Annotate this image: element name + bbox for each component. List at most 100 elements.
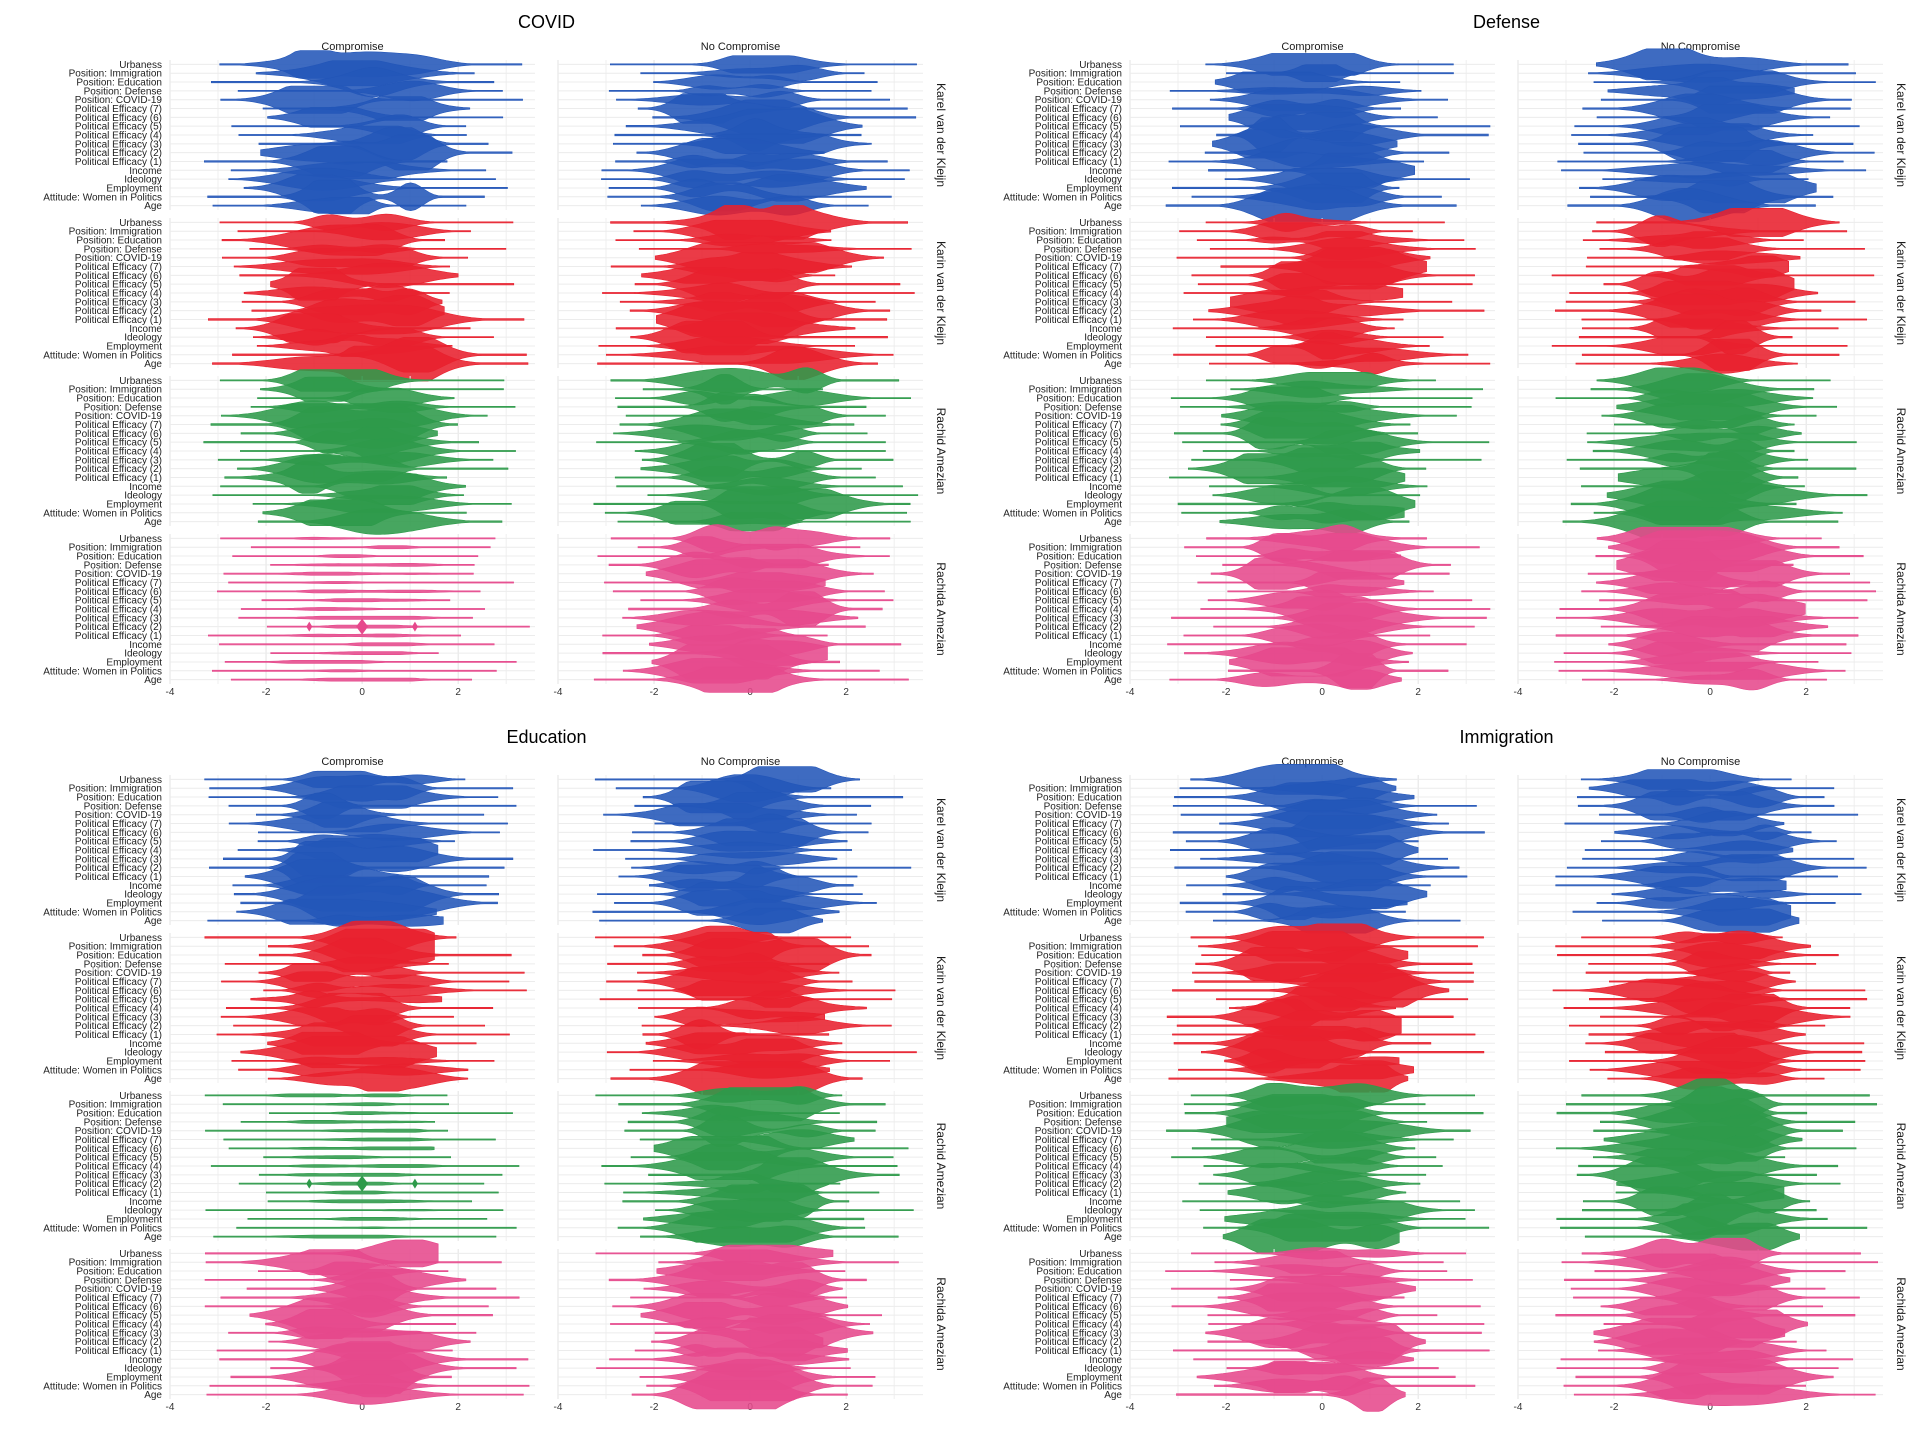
x-tick-label: -2	[650, 1402, 659, 1413]
y-category-label: Political Efficacy (2)	[75, 464, 162, 475]
y-category-label: Political Efficacy (4)	[75, 1004, 162, 1015]
violin-shape	[257, 508, 503, 535]
violin-shape	[593, 666, 909, 693]
y-category-label: Position: Immigration	[1029, 1258, 1122, 1269]
violin-shape	[247, 1217, 488, 1221]
y-category-label: Political Efficacy (1)	[1035, 315, 1122, 326]
y-category-label: Position: COVID-19	[75, 1126, 163, 1137]
y-category-label: Political Efficacy (3)	[75, 455, 162, 466]
violin-shape	[258, 1172, 503, 1177]
y-category-label: Age	[144, 916, 162, 927]
y-category-label: Political Efficacy (1)	[75, 872, 162, 883]
violin-shape	[269, 1111, 513, 1115]
x-tick-label: -4	[166, 687, 175, 698]
y-category-label: Attitude: Women in Politics	[1003, 1381, 1122, 1392]
y-category-label: Political Efficacy (7)	[75, 1135, 162, 1146]
y-category-label: Political Efficacy (1)	[1035, 872, 1122, 883]
y-category-label: Political Efficacy (6)	[1035, 271, 1122, 282]
y-category-label: Political Efficacy (7)	[75, 578, 162, 589]
y-category-label: Ideology	[1084, 333, 1122, 344]
y-category-label: Ideology	[124, 175, 162, 186]
y-category-label: Position: Defense	[1044, 86, 1123, 97]
facet-3-1	[1517, 1237, 1883, 1406]
y-category-label: Urbaness	[119, 60, 162, 71]
y-category-label: Political Efficacy (3)	[1035, 1328, 1122, 1339]
y-category-label: Position: Immigration	[69, 942, 162, 953]
facet-2-0	[1129, 372, 1495, 535]
y-category-label: Age	[144, 359, 162, 370]
facet-0-1	[557, 55, 923, 216]
y-category-label: Political Efficacy (6)	[75, 1302, 162, 1313]
y-category-label: Position: Education	[1036, 951, 1122, 962]
y-category-label: Political Efficacy (3)	[75, 297, 162, 308]
y-category-label: Age	[1104, 201, 1122, 212]
y-category-label: Political Efficacy (3)	[1035, 1012, 1122, 1023]
y-category-label: Political Efficacy (7)	[1035, 819, 1122, 830]
y-category-label: Political Efficacy (2)	[75, 622, 162, 633]
violin-marker	[306, 621, 313, 632]
violin-shape	[1182, 1194, 1461, 1209]
violin-marker	[411, 1178, 418, 1189]
y-category-label: Political Efficacy (4)	[1035, 846, 1122, 857]
facet-0-0	[1129, 53, 1495, 224]
y-category-label: Political Efficacy (1)	[75, 1346, 162, 1357]
violin-shape	[607, 952, 830, 976]
y-category-label: Attitude: Women in Politics	[43, 1381, 162, 1392]
y-category-label: Position: COVID-19	[75, 411, 163, 422]
y-category-label: Position: COVID-19	[1035, 810, 1123, 821]
y-category-label: Income	[1089, 166, 1122, 177]
facet-3-1	[1517, 526, 1883, 691]
y-category-label: Political Efficacy (6)	[75, 271, 162, 282]
violin-shape	[1560, 1215, 1868, 1240]
y-category-label: Political Efficacy (2)	[1035, 148, 1122, 159]
y-category-label: Political Efficacy (2)	[75, 306, 162, 317]
y-category-label: Attitude: Women in Politics	[43, 508, 162, 519]
y-category-label: Attitude: Women in Politics	[43, 907, 162, 918]
y-category-label: Attitude: Women in Politics	[1003, 508, 1122, 519]
y-category-label: Income	[129, 324, 162, 335]
violin-shape	[224, 461, 447, 494]
violin-shape	[1209, 352, 1491, 375]
y-category-label: Political Efficacy (7)	[75, 262, 162, 273]
y-category-label: Political Efficacy (6)	[75, 986, 162, 997]
violin-shape	[263, 1155, 451, 1160]
y-category-label: Position: Immigration	[1029, 69, 1122, 80]
y-category-label: Age	[144, 1232, 162, 1243]
violin-shape	[270, 651, 439, 655]
facet-row-label: Karin van der Kleijn	[1894, 241, 1908, 345]
y-category-label: Political Efficacy (4)	[75, 605, 162, 616]
y-category-label: Position: COVID-19	[75, 95, 163, 106]
y-category-label: Employment	[106, 657, 162, 668]
facet-3-0	[1129, 524, 1495, 690]
y-category-label: Urbaness	[119, 933, 162, 944]
y-category-label: Political Efficacy (4)	[1035, 1004, 1122, 1015]
violin-marker	[356, 618, 369, 635]
y-category-label: Political Efficacy (5)	[1035, 438, 1122, 449]
y-category-label: Employment	[1066, 183, 1122, 194]
violin-shape	[222, 1102, 449, 1107]
y-category-label: Employment	[1066, 1056, 1122, 1067]
violin-shape	[1602, 908, 1800, 933]
y-category-label: Position: COVID-19	[1035, 569, 1123, 580]
y-category-label: Ideology	[124, 1048, 162, 1059]
violin-shape	[599, 907, 823, 934]
facet-3-1	[557, 1244, 923, 1410]
violin-shape	[1173, 1336, 1490, 1365]
violin-shape	[1186, 876, 1431, 894]
y-category-label: Political Efficacy (4)	[75, 1320, 162, 1331]
violin-marker	[411, 621, 418, 632]
y-category-label: Age	[144, 1390, 162, 1401]
violin-shape	[1183, 623, 1431, 648]
y-category-label: Employment	[106, 499, 162, 510]
y-category-label: Position: COVID-19	[75, 1284, 163, 1295]
y-category-label: Political Efficacy (4)	[1035, 447, 1122, 458]
violin-shape	[208, 633, 461, 638]
y-category-label: Ideology	[1084, 1364, 1122, 1375]
violin-shape	[231, 1056, 495, 1066]
y-category-label: Political Efficacy (3)	[75, 613, 162, 624]
y-category-label: Political Efficacy (2)	[75, 1179, 162, 1190]
facet-2-1	[557, 1086, 923, 1248]
y-category-label: Political Efficacy (5)	[75, 995, 162, 1006]
y-category-label: Position: Immigration	[69, 227, 162, 238]
